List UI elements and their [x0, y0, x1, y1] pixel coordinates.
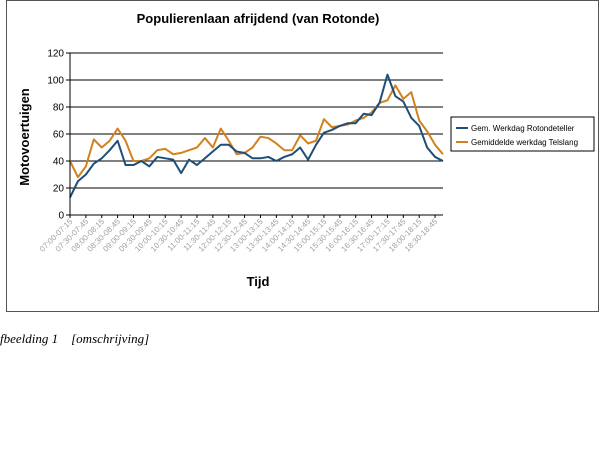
gridlines — [70, 52, 443, 189]
y-axis-ticks: 0 20 40 60 80 100 120 — [47, 49, 70, 222]
x-axis-label: Tijd — [247, 274, 270, 289]
line-chart: Populierenlaan afrijdend (van Rotonde) 0… — [17, 11, 595, 289]
legend-label-telslang: Gemiddelde werkdag Telslang — [471, 138, 578, 147]
y-tick-label: 100 — [47, 76, 64, 87]
y-tick-label: 60 — [53, 130, 65, 141]
y-tick-label: 120 — [47, 49, 64, 60]
y-axis-label: Motovoertuigen — [17, 88, 32, 186]
legend-box — [450, 116, 595, 152]
x-axis-ticks: 07:00-07:1507:30-07:4508:00-08:1508:30-0… — [38, 215, 440, 254]
chart-frame: Populierenlaan afrijdend (van Rotonde) 0… — [6, 0, 599, 312]
series-lines — [69, 73, 444, 198]
figure-caption: fbeelding 1 [omschrijving] — [0, 331, 150, 346]
legend: Gem. Werkdag Rotondeteller Gemiddelde we… — [450, 116, 595, 152]
y-tick-label: 0 — [58, 211, 64, 222]
series-line-telslang — [69, 84, 444, 179]
y-tick-label: 20 — [53, 184, 65, 195]
y-tick-label: 80 — [53, 103, 65, 114]
chart-title: Populierenlaan afrijdend (van Rotonde) — [137, 11, 380, 26]
series-line-rotondeteller — [69, 73, 444, 198]
y-tick-label: 40 — [53, 157, 65, 168]
legend-label-rotondeteller: Gem. Werkdag Rotondeteller — [471, 124, 575, 133]
